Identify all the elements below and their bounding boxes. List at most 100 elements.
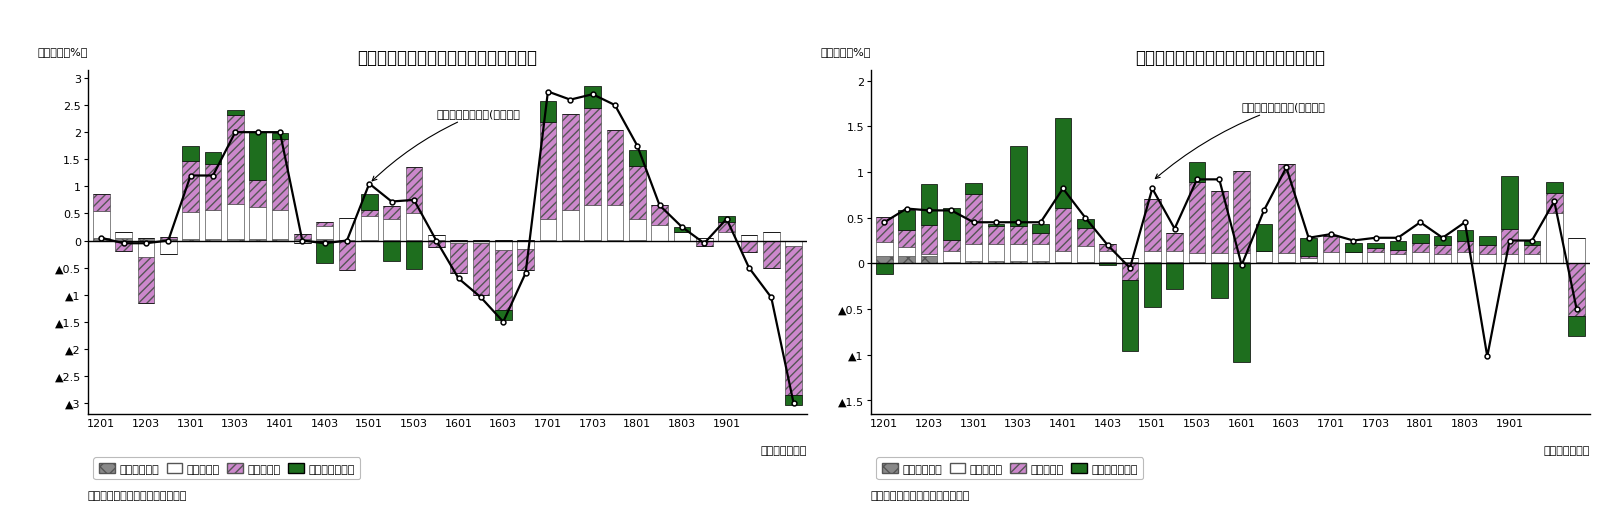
- Bar: [1523, 241, 1540, 245]
- Title: 売上高経常利益率の要因分解（製造業）: 売上高経常利益率の要因分解（製造業）: [358, 48, 537, 66]
- Bar: [1256, 252, 1272, 263]
- Bar: [384, 220, 400, 240]
- Bar: [740, 236, 757, 241]
- Bar: [1211, 254, 1227, 263]
- Bar: [585, 206, 601, 240]
- Text: （前年差、%）: （前年差、%）: [821, 47, 871, 57]
- Bar: [1501, 255, 1518, 264]
- Bar: [406, 214, 422, 240]
- Bar: [495, 241, 511, 251]
- Bar: [695, 238, 713, 241]
- Bar: [1545, 194, 1563, 214]
- Bar: [1077, 263, 1093, 264]
- Bar: [1301, 238, 1317, 257]
- Bar: [249, 180, 265, 208]
- Legend: 金融費用要因, 人件費要因, 変動費要因, 減価償却費要因: 金融費用要因, 人件費要因, 変動費要因, 減価償却費要因: [93, 458, 360, 479]
- Bar: [1077, 219, 1093, 228]
- Bar: [384, 240, 400, 241]
- Bar: [540, 220, 556, 240]
- Bar: [988, 226, 1005, 245]
- Bar: [785, 395, 802, 405]
- Bar: [473, 244, 489, 295]
- Bar: [1278, 263, 1294, 264]
- Bar: [1256, 225, 1272, 252]
- Bar: [607, 206, 623, 240]
- Bar: [361, 194, 377, 211]
- Bar: [1032, 245, 1048, 261]
- Bar: [1435, 245, 1451, 255]
- Bar: [473, 241, 489, 244]
- Bar: [1413, 235, 1429, 244]
- Bar: [718, 233, 735, 241]
- Bar: [294, 241, 310, 244]
- Bar: [205, 240, 222, 241]
- Bar: [1099, 252, 1115, 263]
- Bar: [1323, 236, 1339, 253]
- Bar: [1099, 245, 1115, 252]
- Bar: [1256, 263, 1272, 264]
- Bar: [272, 210, 288, 240]
- Bar: [562, 211, 578, 240]
- Bar: [607, 131, 623, 206]
- Bar: [943, 262, 960, 264]
- Bar: [1568, 238, 1585, 264]
- Bar: [137, 257, 155, 303]
- Bar: [673, 228, 690, 233]
- Bar: [406, 241, 422, 269]
- Bar: [943, 240, 960, 251]
- Bar: [785, 241, 802, 246]
- Bar: [428, 240, 444, 241]
- Bar: [361, 211, 377, 216]
- Bar: [1456, 231, 1473, 242]
- Text: 売上高経常利益率(前年差）: 売上高経常利益率(前年差）: [1155, 102, 1325, 179]
- Bar: [1301, 263, 1317, 264]
- Bar: [384, 207, 400, 220]
- Text: （資料）財務省「法人企業統計」: （資料）財務省「法人企業統計」: [871, 490, 970, 500]
- Bar: [1234, 264, 1250, 362]
- Bar: [876, 217, 893, 243]
- Bar: [585, 240, 601, 241]
- Bar: [451, 241, 467, 244]
- Bar: [227, 116, 243, 205]
- Bar: [1346, 253, 1361, 264]
- Bar: [630, 240, 646, 241]
- Bar: [205, 210, 222, 240]
- Bar: [495, 251, 511, 310]
- Bar: [1167, 263, 1183, 264]
- Bar: [1368, 244, 1384, 248]
- Bar: [1323, 253, 1339, 264]
- Bar: [1167, 234, 1183, 252]
- Bar: [182, 240, 200, 241]
- Bar: [1501, 229, 1518, 255]
- Bar: [1144, 264, 1160, 308]
- Bar: [1055, 252, 1071, 263]
- Bar: [339, 240, 355, 241]
- Bar: [1501, 176, 1518, 229]
- Bar: [1211, 192, 1227, 254]
- Bar: [1122, 264, 1138, 280]
- Bar: [1099, 264, 1115, 266]
- Bar: [1010, 146, 1026, 226]
- Bar: [182, 146, 200, 162]
- Bar: [495, 310, 511, 320]
- Bar: [160, 241, 177, 255]
- Bar: [652, 206, 668, 226]
- Bar: [762, 241, 780, 268]
- Bar: [920, 257, 938, 264]
- Bar: [227, 205, 243, 240]
- Bar: [630, 150, 646, 167]
- Text: （前年差、%）: （前年差、%）: [38, 47, 88, 57]
- Bar: [718, 222, 735, 233]
- Bar: [1055, 208, 1071, 252]
- Bar: [249, 208, 265, 240]
- Bar: [898, 231, 916, 247]
- Bar: [898, 257, 916, 264]
- Bar: [898, 247, 916, 257]
- Bar: [1167, 252, 1183, 263]
- Bar: [1301, 259, 1317, 263]
- Bar: [272, 240, 288, 241]
- Bar: [473, 240, 489, 241]
- Text: 売上高経常利益率(前年差）: 売上高経常利益率(前年差）: [372, 109, 519, 181]
- Bar: [361, 216, 377, 240]
- Bar: [1032, 225, 1048, 234]
